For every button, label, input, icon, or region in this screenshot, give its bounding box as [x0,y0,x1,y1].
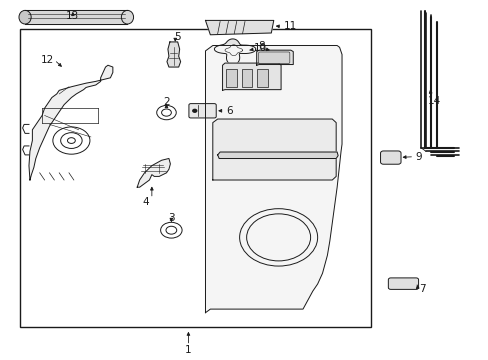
Polygon shape [214,39,255,65]
FancyBboxPatch shape [188,104,216,118]
Polygon shape [205,21,273,35]
Bar [241,69,252,87]
Polygon shape [217,152,337,158]
Polygon shape [212,119,335,180]
Text: 11: 11 [283,21,296,31]
Bar [20,30,370,327]
Text: 7: 7 [418,284,425,294]
Polygon shape [137,158,170,187]
FancyBboxPatch shape [380,151,400,164]
FancyBboxPatch shape [258,52,289,63]
Text: 8: 8 [257,41,264,50]
Text: 14: 14 [427,96,440,106]
Text: 5: 5 [174,32,180,41]
Polygon shape [205,45,341,313]
Text: 6: 6 [225,106,232,116]
Text: 3: 3 [168,213,174,222]
Ellipse shape [121,10,133,24]
Polygon shape [25,10,127,24]
Polygon shape [222,63,281,90]
Bar [225,69,236,87]
Ellipse shape [19,10,31,24]
Polygon shape [29,65,113,180]
Text: 2: 2 [163,97,169,107]
Bar [257,69,267,87]
Polygon shape [166,42,180,67]
FancyBboxPatch shape [387,278,418,289]
Text: 9: 9 [415,152,422,162]
Text: 13: 13 [66,11,80,21]
Circle shape [192,109,196,112]
Text: 1: 1 [185,345,191,355]
Text: 10: 10 [254,44,267,53]
Polygon shape [256,50,293,65]
Text: 4: 4 [142,197,149,207]
Text: 12: 12 [41,55,54,65]
